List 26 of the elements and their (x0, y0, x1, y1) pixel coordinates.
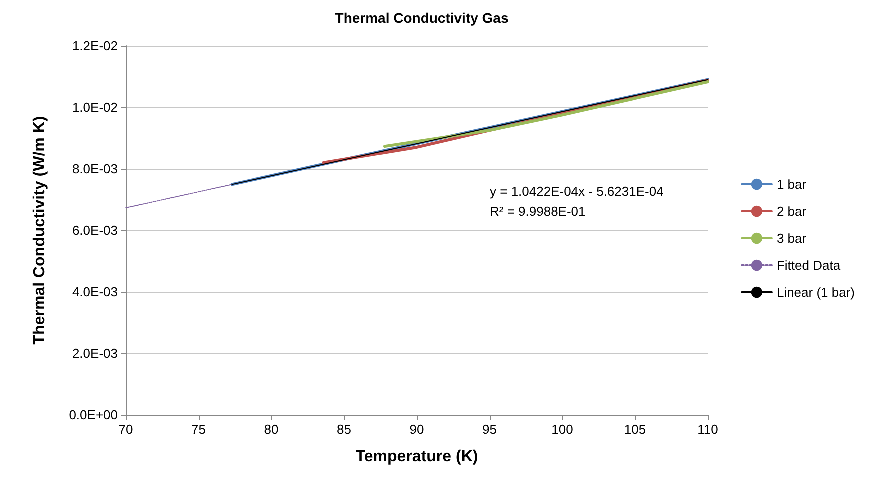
x-tick-label: 105 (624, 422, 646, 437)
y-tick-label: 4.0E-03 (72, 284, 118, 300)
legend-label: Linear (1 bar) (776, 285, 856, 300)
y-axis-title: Thermal Conductivity (W/m K) (32, 116, 48, 345)
y-tick-label: 1.0E-02 (72, 100, 118, 115)
annotation: y = 1.0422E-04x - 5.6231E-04 (490, 184, 664, 199)
x-tick-label: 90 (410, 422, 424, 437)
x-tick-label: 95 (482, 422, 497, 437)
x-tick-label: 85 (337, 422, 352, 437)
y-tick-label: 2.0E-03 (72, 346, 118, 361)
chart-title: Thermal Conductivity Gas (335, 10, 509, 26)
x-tick-label: 100 (552, 422, 574, 437)
x-tick-label: 80 (264, 422, 279, 437)
y-tick-label: 0.0E+00 (69, 408, 118, 422)
y-tick-label: 8.0E-03 (72, 162, 118, 176)
x-tick-label: 110 (698, 422, 718, 437)
annotation: R² = 9.9988E-01 (490, 204, 586, 219)
y-tick-label: 6.0E-03 (72, 223, 118, 238)
x-tick-label: 75 (192, 422, 206, 437)
legend-label: 1 bar (776, 177, 808, 192)
y-tick-label: 1.2E-02 (72, 38, 118, 54)
x-tick-label: 70 (118, 422, 134, 437)
x-axis-title: Temperature (K) (356, 448, 478, 466)
legend-label: 3 bar (776, 231, 808, 246)
legend-label: Fitted Data (776, 258, 842, 273)
legend-label: 2 bar (776, 204, 808, 219)
